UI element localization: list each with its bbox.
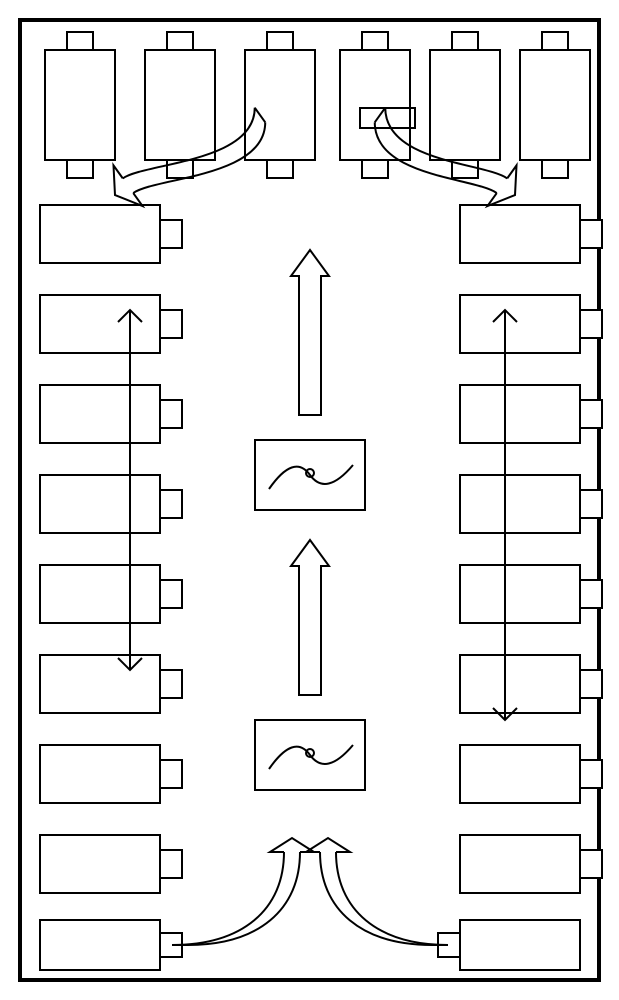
right-battery-6	[460, 745, 602, 803]
left-battery-2	[40, 385, 182, 443]
bottom-curved-arrow-0	[172, 838, 314, 945]
top-battery-2	[245, 32, 315, 178]
top-battery-0	[45, 32, 115, 178]
right-battery-3	[460, 475, 602, 533]
left-battery-5	[40, 655, 182, 713]
left-battery-0	[40, 205, 182, 263]
left-battery-1	[40, 295, 182, 353]
right-battery-7	[460, 835, 602, 893]
right-battery-5	[460, 655, 602, 713]
right-battery-4	[460, 565, 602, 623]
fan-box-0	[255, 440, 365, 510]
center-arrow-up-0	[291, 250, 329, 415]
bottom-curved-arrow-1	[306, 838, 448, 945]
center-arrow-up-1	[291, 540, 329, 695]
top-battery-4	[430, 32, 500, 178]
right-battery-1	[460, 295, 602, 353]
fan-box-1	[255, 720, 365, 790]
right-battery-0	[460, 205, 602, 263]
top-battery-3	[340, 32, 410, 178]
left-battery-3	[40, 475, 182, 533]
diagram-canvas	[0, 0, 619, 1000]
left-battery-4	[40, 565, 182, 623]
right-battery-2	[460, 385, 602, 443]
left-battery-8	[40, 920, 182, 970]
right-battery-8	[438, 920, 580, 970]
left-battery-6	[40, 745, 182, 803]
top-battery-5	[520, 32, 590, 178]
left-battery-7	[40, 835, 182, 893]
